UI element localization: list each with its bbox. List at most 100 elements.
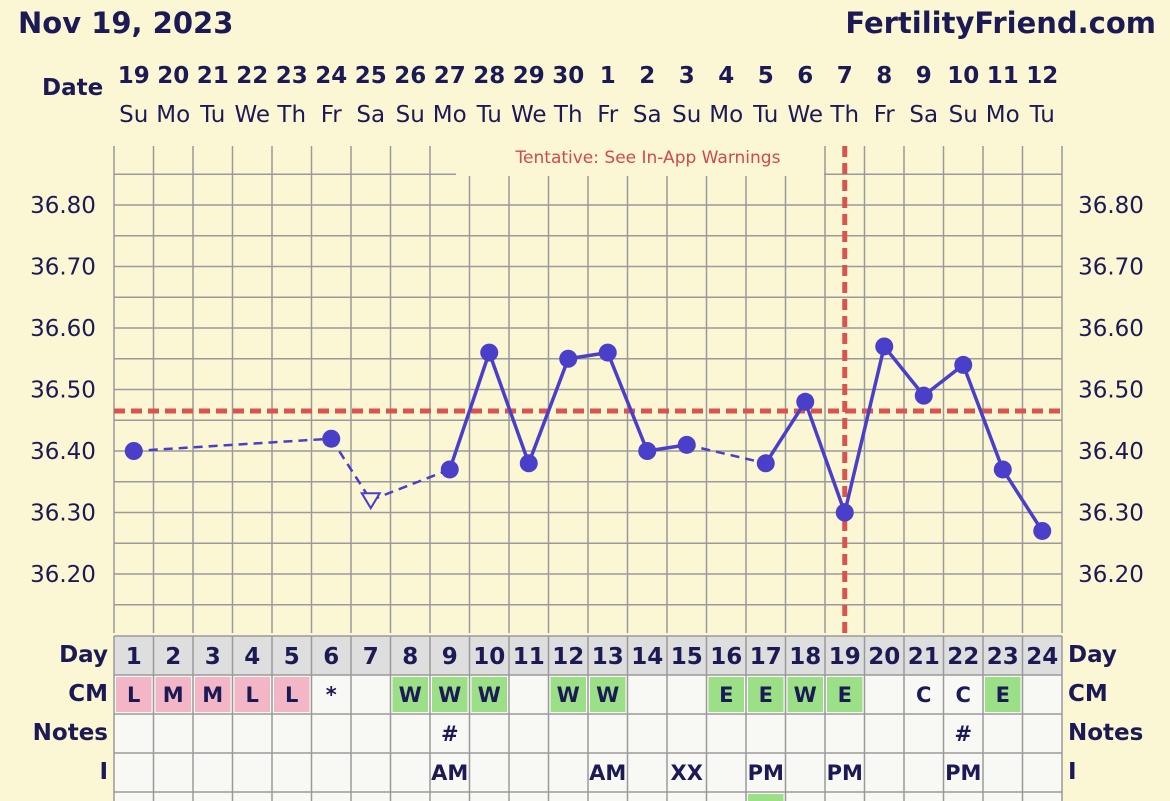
cm-cell-bg — [155, 677, 191, 712]
cm-value: M — [163, 683, 184, 707]
cm-row-label-right: CM — [1068, 681, 1108, 707]
temperature-line-segment — [961, 364, 1005, 471]
date-number: 3 — [679, 63, 695, 89]
y-tick-label-left: 36.30 — [30, 501, 96, 527]
weekday-label: Mo — [433, 102, 467, 128]
temperature-point — [914, 386, 933, 405]
temperature-point — [993, 460, 1012, 479]
weekday-label: Tu — [1029, 102, 1055, 128]
cm-cell-bg — [116, 677, 152, 712]
cm-value: E — [838, 683, 852, 707]
cycle-day-number: 19 — [829, 644, 861, 670]
cm-cell-bg — [708, 677, 744, 712]
date-number: 21 — [197, 63, 229, 89]
date-number: 23 — [276, 63, 308, 89]
cycle-day-number: 3 — [205, 644, 221, 670]
weekday-label: Th — [553, 102, 583, 128]
y-tick-label-left: 36.70 — [30, 255, 96, 281]
cm-cell-bg — [195, 677, 231, 712]
date-number: 24 — [315, 63, 347, 89]
cycle-day-number: 6 — [323, 644, 339, 670]
cycle-day-number: 5 — [284, 644, 300, 670]
date-number: 8 — [876, 63, 892, 89]
weekday-label: Tu — [752, 102, 778, 128]
temperature-point — [835, 503, 854, 522]
temperature-point — [124, 442, 143, 460]
cycle-day-number: 13 — [592, 644, 624, 670]
cm-cell-bg — [748, 677, 784, 712]
weekday-label: Mo — [986, 102, 1020, 128]
temperature-point — [322, 429, 341, 448]
cm-value: W — [399, 683, 422, 707]
cm-cell-bg — [827, 677, 863, 712]
i-value: AM — [431, 761, 468, 785]
temperature-point — [440, 460, 459, 479]
weekday-label: Th — [829, 102, 859, 128]
y-tick-label-right: 36.50 — [1078, 378, 1144, 404]
cycle-day-number: 18 — [789, 644, 821, 670]
cm-value: E — [759, 683, 773, 707]
temperature-point — [677, 435, 696, 454]
y-tick-label-right: 36.60 — [1078, 316, 1144, 342]
temperature-line-segment — [1001, 468, 1044, 532]
date-number: 22 — [236, 63, 268, 89]
cycle-day-number: 15 — [671, 644, 703, 670]
cm-value: * — [326, 683, 337, 707]
cm-cell-bg — [392, 677, 428, 712]
cm-cell-bg — [590, 677, 626, 712]
y-tick-label-left: 36.40 — [30, 439, 96, 465]
site-name[interactable]: FertilityFriend.com — [845, 6, 1156, 40]
temperature-line-segment — [133, 437, 332, 453]
cm-value: W — [478, 683, 501, 707]
cycle-day-number: 16 — [710, 644, 742, 670]
y-tick-label-left: 36.60 — [30, 316, 96, 342]
temperature-line-segment — [527, 358, 570, 464]
weekday-label: We — [234, 102, 270, 128]
y-tick-label-left: 36.50 — [30, 378, 96, 404]
cm-value: L — [127, 683, 140, 707]
cm-value: E — [996, 683, 1010, 707]
temperature-line-segment — [487, 352, 531, 464]
temperature-point — [480, 343, 499, 362]
cm-cell-bg — [234, 677, 270, 712]
y-tick-label-right: 36.30 — [1078, 501, 1144, 527]
date-number: 27 — [434, 63, 466, 89]
temperature-point-open — [359, 492, 382, 511]
cycle-day-number: 7 — [363, 644, 379, 670]
i-value: PM — [827, 761, 863, 785]
temperature-point — [954, 355, 973, 374]
cycle-day-number: 23 — [987, 644, 1019, 670]
temperature-line-segment — [686, 443, 767, 465]
date-number: 10 — [947, 63, 979, 89]
cycle-day-number: 20 — [868, 644, 900, 670]
weekday-label: Fr — [597, 102, 619, 128]
notes-row-label-right: Notes — [1068, 720, 1143, 746]
weekday-label: Sa — [633, 102, 662, 128]
cycle-day-number: 17 — [750, 644, 782, 670]
weekday-label: We — [511, 102, 547, 128]
cm-cell-bg — [985, 677, 1021, 712]
i-row-label: I — [99, 759, 108, 785]
date-number: 5 — [758, 63, 774, 89]
weekday-label: We — [787, 102, 823, 128]
weekday-label: Fr — [321, 102, 343, 128]
temperature-point — [796, 392, 815, 411]
cycle-day-number: 22 — [947, 644, 979, 670]
day-row-label: Day — [59, 642, 108, 668]
temperature-point — [559, 349, 578, 368]
weekday-label: Mo — [709, 102, 743, 128]
cycle-day-number: 11 — [513, 644, 545, 670]
temperature-point — [638, 442, 657, 460]
cm-value: W — [794, 683, 817, 707]
cm-value: M — [202, 683, 223, 707]
cm-value: L — [285, 683, 298, 707]
date-number: 7 — [837, 63, 853, 89]
cm-cell-bg — [432, 677, 468, 712]
cm-row-label: CM — [68, 681, 108, 707]
temperature-point — [756, 454, 775, 473]
cycle-day-number: 21 — [908, 644, 940, 670]
date-number: 9 — [916, 63, 932, 89]
y-tick-label-right: 36.70 — [1078, 255, 1144, 281]
temperature-point — [1033, 521, 1052, 540]
weekday-label: Su — [396, 102, 425, 128]
